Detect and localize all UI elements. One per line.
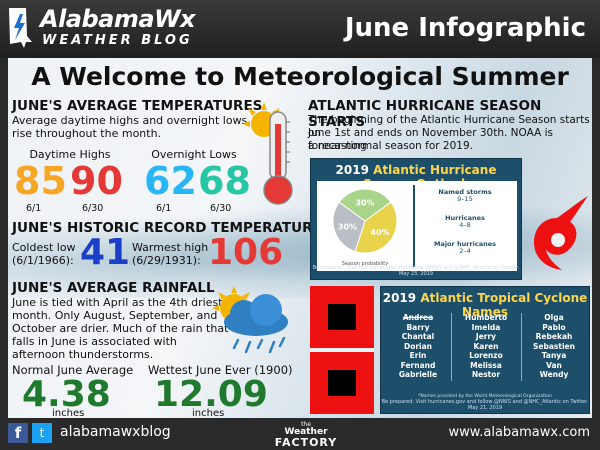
high-6-30-date: 6/30 bbox=[82, 203, 104, 214]
rainfall-text-3: October are drier. Much of the rain that bbox=[12, 322, 229, 335]
names-column-3: Olga Pablo Rebekah Sebastien Tanya Van W… bbox=[533, 313, 575, 379]
overnight-lows-label: Overnight Lows bbox=[151, 148, 237, 161]
flag-square-top bbox=[328, 304, 356, 330]
page-title: June Infographic bbox=[344, 13, 586, 43]
normal-june-value: 4.38 bbox=[22, 374, 111, 415]
season-outlook-panel: 2019 Atlantic Hurricane Season Outlook 3… bbox=[310, 158, 522, 280]
named-storms-stat: Named storms 9–15 bbox=[438, 188, 492, 203]
low-6-1-value: 62 bbox=[144, 159, 197, 203]
hurricane-heading: ATLANTIC HURRICANE SEASON STARTS bbox=[308, 98, 542, 130]
sun-thermometer-icon bbox=[244, 102, 293, 205]
normal-june-unit: inches bbox=[52, 408, 85, 418]
hurricane-warning-flags bbox=[310, 286, 374, 414]
rainfall-text-4: falls in June is associated with bbox=[12, 335, 177, 348]
hurricane-text-2: June 1st and ends on November 30th. NOAA… bbox=[308, 127, 553, 152]
high-6-1-value: 85 bbox=[14, 159, 67, 203]
hurricane-text-1: The beginning of the Atlantic Hurricane … bbox=[308, 114, 590, 139]
major-hurricanes-stat: Major hurricanes 2–4 bbox=[433, 240, 497, 255]
hurricane-symbol-icon bbox=[534, 196, 588, 270]
facebook-icon[interactable]: f bbox=[8, 423, 28, 443]
header: AlabamaWx WEATHER BLOG June Infographic bbox=[0, 0, 600, 58]
names-title: 2019 Atlantic Tropical Cyclone Names bbox=[382, 291, 588, 319]
low-6-1-date: 6/1 bbox=[156, 203, 172, 214]
cyclone-names-panel: 2019 Atlantic Tropical Cyclone Names And… bbox=[380, 286, 590, 414]
coldest-label-2: (6/1/1966): bbox=[12, 254, 74, 267]
warmest-value: 106 bbox=[208, 232, 284, 273]
weather-factory-logo-top: the bbox=[301, 421, 311, 428]
names-column-2: Humberto Imelda Jerry Karen Lorenzo Meli… bbox=[464, 313, 508, 379]
pie-label-0: 30% bbox=[355, 198, 374, 207]
wettest-june-label: Wettest June Ever (1900) bbox=[148, 363, 293, 377]
rainfall-text-2: month. Only August, September, and bbox=[12, 309, 218, 322]
wettest-june-value: 12.09 bbox=[154, 374, 268, 415]
records-heading: JUNE'S HISTORIC RECORD TEMPERATURES bbox=[12, 220, 332, 236]
outlook-divider bbox=[413, 185, 415, 267]
pie-slice-below-normal bbox=[332, 201, 366, 253]
hurricanes-stat: Hurricanes 4–8 bbox=[445, 214, 485, 229]
outlook-footer: Be prepared: Visit hurricanes.gov and fo… bbox=[312, 265, 520, 277]
names-note: *Names provided by the World Meteorologi… bbox=[418, 394, 552, 399]
names-column-1: Andrea Barry Chantal Dorian Erin Fernand… bbox=[398, 313, 438, 379]
main-title: A Welcome to Meteorological Summer bbox=[31, 62, 569, 91]
season-probability-label: Season probability bbox=[341, 261, 389, 267]
names-footer: Be prepared: Visit hurricanes.gov and fo… bbox=[381, 399, 589, 411]
pie-slice-above-normal bbox=[338, 188, 392, 222]
twitter-icon[interactable]: t bbox=[32, 423, 52, 443]
logo-title: AlabamaWx bbox=[40, 5, 196, 33]
pie-label-2: 30% bbox=[338, 223, 357, 232]
coldest-value: 41 bbox=[80, 232, 131, 273]
infographic-body: A Welcome to Meteorological Summer JUNE'… bbox=[8, 58, 592, 418]
logo-subtitle: WEATHER BLOG bbox=[42, 33, 193, 48]
warmest-label-2: (6/29/1931): bbox=[132, 254, 201, 267]
temperatures-text-1: Average daytime highs and overnight lows bbox=[12, 114, 248, 127]
pie-label-1: 40% bbox=[370, 228, 389, 237]
flag-separator bbox=[310, 348, 374, 352]
flag-square-bottom bbox=[328, 370, 356, 396]
wettest-june-unit: inches bbox=[192, 408, 225, 418]
rainfall-heading: JUNE'S AVERAGE RAINFALL bbox=[12, 280, 215, 296]
social-handle[interactable]: alabamawxblog bbox=[60, 424, 171, 440]
normal-june-label: Normal June Average bbox=[12, 363, 134, 377]
high-6-1-date: 6/1 bbox=[26, 203, 42, 214]
temperatures-text-2: rise throughout the month. bbox=[12, 127, 162, 140]
coldest-label-1: Coldest low bbox=[12, 241, 76, 254]
weather-factory-logo-mid: Weather bbox=[284, 427, 328, 437]
temperatures-heading: JUNE'S AVERAGE TEMPERATURES bbox=[12, 98, 263, 114]
low-6-30-date: 6/30 bbox=[210, 203, 232, 214]
names-divider-1 bbox=[451, 313, 452, 381]
outlook-title: 2019 Atlantic Hurricane Season Outlook bbox=[335, 163, 497, 191]
rainfall-text-5: afternoon thunderstorms. bbox=[12, 348, 154, 361]
low-6-30-value: 68 bbox=[198, 159, 251, 203]
daytime-highs-label: Daytime Highs bbox=[29, 148, 111, 161]
website-link[interactable]: www.alabamawx.com bbox=[448, 425, 590, 440]
hurricane-text-3: a near-normal season for 2019. bbox=[308, 140, 473, 152]
weather-factory-logo-bottom: FACTORY bbox=[274, 436, 338, 449]
outlook-pie-chart: 30% 40% 30% bbox=[332, 188, 398, 254]
rainfall-text-1: June is tied with April as the 4th dries… bbox=[12, 296, 223, 309]
alabama-bolt-logo-icon bbox=[9, 8, 32, 48]
names-divider-2 bbox=[521, 313, 522, 381]
high-6-30-value: 90 bbox=[70, 159, 123, 203]
pie-slice-near-normal bbox=[354, 201, 398, 254]
footer: f t alabamawxblog the Weather FACTORY ww… bbox=[0, 418, 600, 450]
outlook-card: 30% 40% 30% Season probability Named storm… bbox=[317, 181, 517, 271]
sun-rain-cloud-icon bbox=[212, 286, 288, 354]
warmest-label-1: Warmest high bbox=[132, 241, 209, 254]
